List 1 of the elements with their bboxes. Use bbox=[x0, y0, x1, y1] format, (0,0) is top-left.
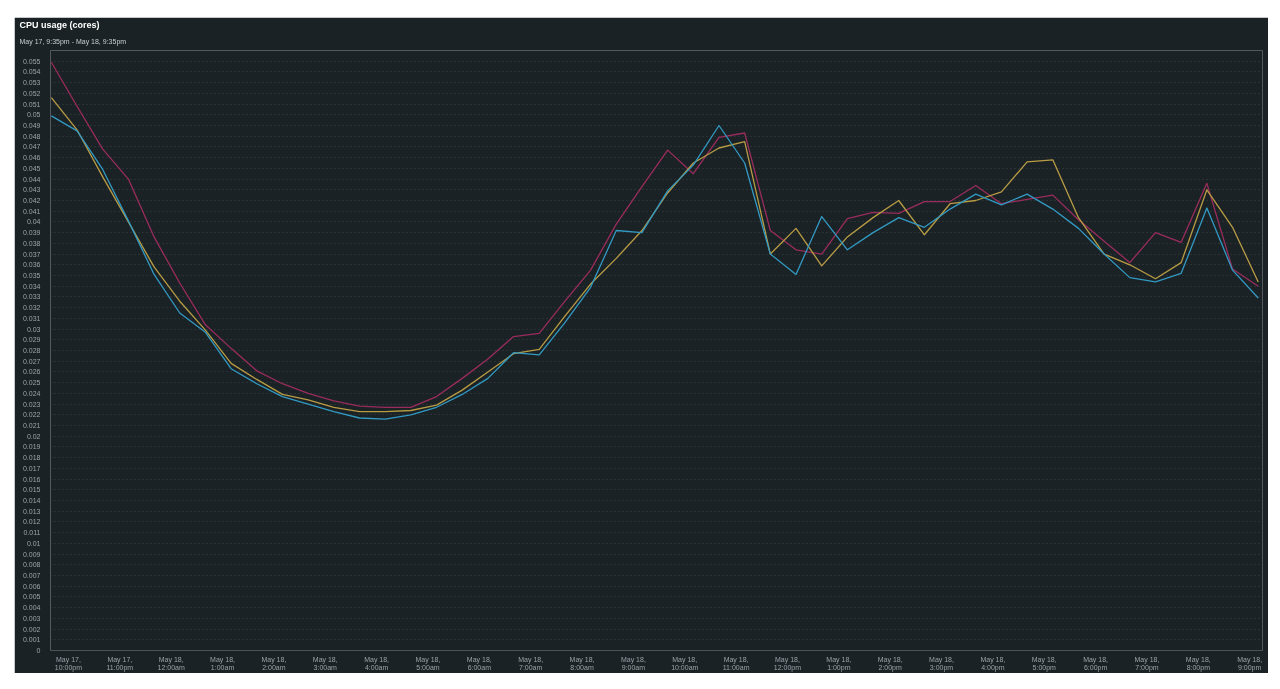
chart-title: CPU usage (cores) bbox=[19, 19, 100, 30]
